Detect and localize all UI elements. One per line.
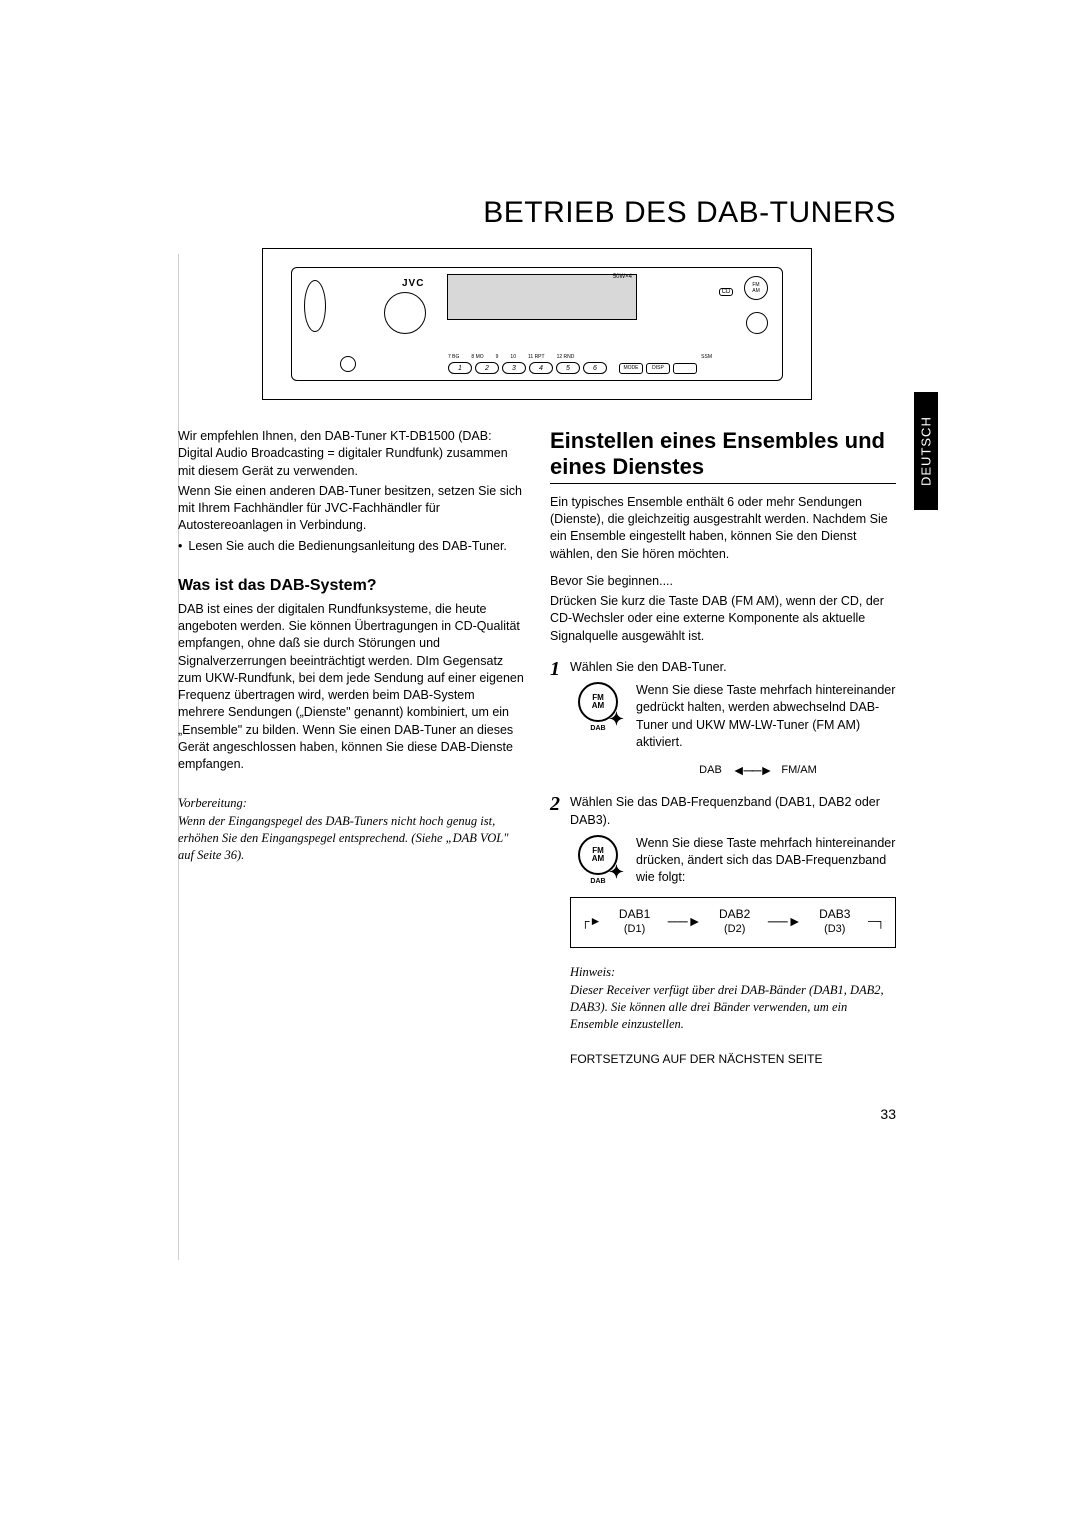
preset-5: 5 [556,362,580,374]
left-column: Wir empfehlen Ihnen, den DAB-Tuner KT-DB… [178,428,524,1068]
fm-am-button-large-icon: FM AM ✦ DAB [570,682,626,734]
tl5: 11 RPT [528,354,545,360]
before-body: Drücken Sie kurz die Taste DAB (FM AM), … [550,593,896,645]
loop-arrow-out-icon: ─┐ [868,913,885,930]
note-body: Dieser Receiver verfügt über drei DAB-Bä… [570,982,896,1034]
before-label: Bevor Sie beginnen.... [550,573,896,590]
brand-label: JVC [402,278,424,289]
arrow-icon-2: ──► [768,912,802,931]
fm-circle-icon: FM AM ✦ [578,682,618,722]
ssm-label: SSM [701,354,712,360]
preset-6: 6 [583,362,607,374]
fm-am-button-icon: FM AM [744,276,768,300]
step-1-number: 1 [550,659,560,781]
sub-heading: Was ist das DAB-System? [178,575,524,597]
band-cycle-diagram: ┌► DAB1 (D1) ──► DAB2 (D2) ──► [570,897,896,949]
band-2: DAB2 (D2) [719,906,750,938]
sub-body: DAB ist eines der digitalen Rundfunksyst… [178,601,524,774]
intro-para-1: Wir empfehlen Ihnen, den DAB-Tuner KT-DB… [178,428,524,480]
volume-knob-icon [384,292,426,334]
lcd-screen: 50W×4 [447,274,637,320]
press-sparkle-icon-2: ✦ [609,863,624,881]
tl1: 7 BG [448,354,459,360]
continued-line: FORTSETZUNG AUF DER NÄCHSTEN SEITE [570,1051,896,1068]
tl3: 9 [496,354,499,360]
toggle-right: FM/AM [781,763,816,778]
step-2-detail: FM AM ✦ DAB Wenn Sie diese Taste mehrfac… [570,835,896,887]
bullet-text: Lesen Sie auch die Bedienungsanleitung d… [188,538,507,555]
band-1-name: DAB1 [619,906,650,923]
step-1-label: Wählen Sie den DAB-Tuner. [570,659,896,676]
band-3: DAB3 (D3) [819,906,850,938]
step-1-detail: FM AM ✦ DAB Wenn Sie diese Taste mehrfac… [570,682,896,751]
double-arrow-icon: ◄──► [732,761,772,780]
preset-1: 1 [448,362,472,374]
preset-labels-row: 7 BG 8 MO 9 10 11 RPT 12 RND [448,354,574,360]
right-column: Einstellen eines Ensembles und eines Die… [550,428,896,1068]
am-label: AM [592,702,604,710]
band-1: DAB1 (D1) [619,906,650,938]
intro-para-2: Wenn Sie einen anderen DAB-Tuner besitze… [178,483,524,535]
loop-arrow-in-icon: ┌► [581,913,601,930]
section-heading: Einstellen eines Ensembles und eines Die… [550,428,896,481]
step-1: 1 Wählen Sie den DAB-Tuner. FM AM ✦ DAB [550,659,896,781]
preparation-block: Vorbereitung: Wenn der Eingangspegel des… [178,795,524,864]
toggle-diagram: DAB ◄──► FM/AM [620,761,896,780]
band-row: ┌► DAB1 (D1) ──► DAB2 (D2) ──► [581,906,885,938]
step-2-text: Wenn Sie diese Taste mehrfach hintereina… [636,835,896,887]
step-1-body: Wählen Sie den DAB-Tuner. FM AM ✦ DAB We… [570,659,896,781]
am-label-2: AM [592,855,604,863]
step-2-body: Wählen Sie das DAB-Frequenzband (DAB1, D… [570,794,896,1068]
band-1-sub: (D1) [619,922,650,937]
page-title: BETRIEB DES DAB-TUNERS [483,196,896,230]
blank-btn [673,363,697,374]
note-block: Hinweis: Dieser Receiver verfügt über dr… [570,964,896,1033]
title-row: BETRIEB DES DAB-TUNERS [178,196,896,230]
device-panel: JVC 50W×4 FM AM CD 7 BG 8 MO 9 10 11 RPT… [291,267,783,381]
disp-btn: DISP [646,363,670,374]
toggle-left: DAB [699,763,722,778]
press-sparkle-icon: ✦ [609,710,624,728]
bullet-1: • Lesen Sie auch die Bedienungsanleitung… [178,538,524,555]
cd-icons: CD [714,280,738,304]
band-2-sub: (D2) [719,922,750,937]
fm-am-button-large-icon-2: FM AM ✦ DAB [570,835,626,887]
step-2-label: Wählen Sie das DAB-Frequenzband (DAB1, D… [570,794,896,829]
preset-2: 2 [475,362,499,374]
mode-btn: MODE [619,363,643,374]
language-tab: DEUTSCH [914,392,938,510]
band-2-name: DAB2 [719,906,750,923]
power-label: 50W×4 [613,274,632,280]
step-2-number: 2 [550,794,560,1068]
preset-3: 3 [502,362,526,374]
preset-4: 4 [529,362,553,374]
step-1-text: Wenn Sie diese Taste mehrfach hintereina… [636,682,896,751]
tl2: 8 MO [471,354,483,360]
aux-knob-icon [746,312,768,334]
am-text: AM [752,288,760,294]
vorb-body: Wenn der Eingangspegel des DAB-Tuners ni… [178,813,524,865]
vorb-label: Vorbereitung: [178,795,524,812]
tl4: 10 [510,354,516,360]
two-column-layout: Wir empfehlen Ihnen, den DAB-Tuner KT-DB… [178,428,896,1068]
page-content: BETRIEB DES DAB-TUNERS JVC 50W×4 FM AM C… [178,196,896,1068]
band-3-sub: (D3) [819,922,850,937]
right-intro: Ein typisches Ensemble enthält 6 oder me… [550,494,896,563]
band-3-name: DAB3 [819,906,850,923]
step-2: 2 Wählen Sie das DAB-Frequenzband (DAB1,… [550,794,896,1068]
tl6: 12 RND [557,354,575,360]
device-illustration: JVC 50W×4 FM AM CD 7 BG 8 MO 9 10 11 RPT… [262,248,812,400]
arrow-icon-1: ──► [668,912,702,931]
page-number: 33 [880,1106,896,1122]
note-label: Hinweis: [570,964,896,981]
bullet-icon: • [178,538,182,555]
eject-button-icon [340,356,356,372]
fm-circle-icon-2: FM AM ✦ [578,835,618,875]
heading-rule [550,483,896,484]
nav-pad-icon [304,280,326,332]
preset-buttons-row: 1 2 3 4 5 6 MODE DISP [448,362,697,374]
